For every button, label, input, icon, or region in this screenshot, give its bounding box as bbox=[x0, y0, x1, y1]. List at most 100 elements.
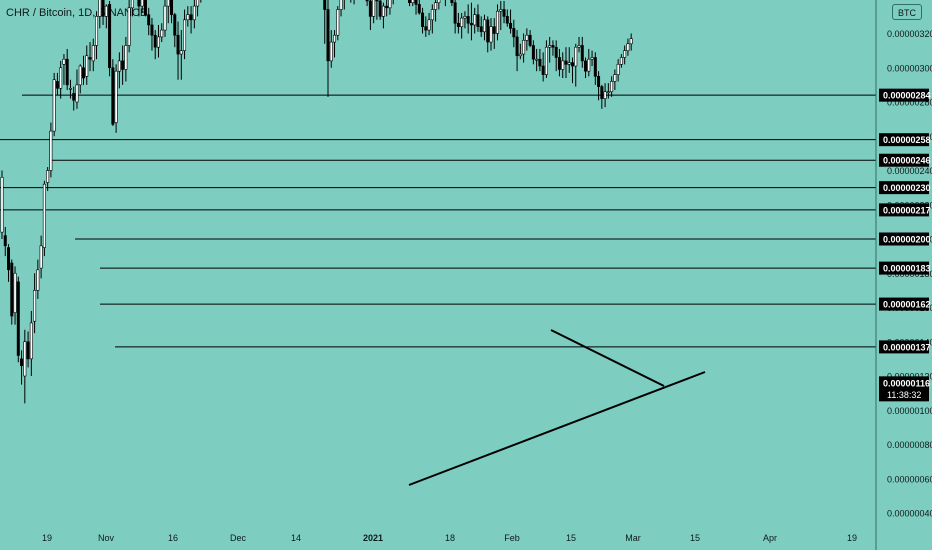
candle-up bbox=[179, 50, 183, 55]
candle-down bbox=[365, 0, 369, 2]
candle-down bbox=[541, 65, 545, 75]
time-tick-label: Apr bbox=[763, 533, 777, 543]
candle-down bbox=[176, 34, 180, 55]
time-axis: 19 Nov 16 Dec 14 2021 18 Feb 15 Mar 15 Apr 19 bbox=[42, 533, 857, 543]
level-labels: 0.00000284 0.00000258 0.00000246 0.00000230… bbox=[879, 88, 931, 402]
candle-up bbox=[525, 34, 529, 41]
time-tick-label: Mar bbox=[625, 533, 641, 543]
candle-down bbox=[424, 26, 428, 31]
countdown-label: 11:38:32 bbox=[887, 390, 921, 400]
candle-up bbox=[619, 57, 623, 65]
descending-resistance-line[interactable] bbox=[550, 329, 665, 387]
candle-down bbox=[450, 0, 454, 3]
candles bbox=[0, 0, 633, 404]
candle-up bbox=[590, 57, 594, 60]
candle-up bbox=[603, 91, 607, 99]
level-label: 0.00000258 bbox=[883, 135, 931, 145]
candle-down bbox=[189, 14, 193, 21]
candle-down bbox=[137, 0, 141, 7]
time-tick-label: Dec bbox=[230, 533, 247, 543]
candle-up bbox=[104, 5, 108, 17]
price-tick-label: 0.00000040 bbox=[887, 509, 932, 519]
candle-down bbox=[3, 235, 7, 247]
ascending-support-line[interactable] bbox=[408, 371, 706, 486]
candle-up bbox=[496, 10, 500, 34]
candle-down bbox=[385, 5, 389, 9]
candle-up bbox=[463, 16, 467, 19]
candle-down bbox=[476, 14, 480, 27]
price-tick-label: 0.00000280 bbox=[887, 98, 932, 108]
candle-up bbox=[98, 0, 102, 17]
level-label-box bbox=[879, 261, 929, 275]
candle-up bbox=[196, 0, 200, 7]
level-label: 0.00000183 bbox=[883, 264, 931, 274]
candle-down bbox=[407, 0, 411, 3]
candle-up bbox=[42, 183, 46, 248]
candle-down bbox=[368, 0, 372, 17]
candle-up bbox=[59, 67, 63, 89]
candle-up bbox=[156, 36, 160, 48]
candle-down bbox=[492, 26, 496, 34]
candle-up bbox=[117, 60, 121, 72]
candle-down bbox=[528, 34, 532, 46]
time-tick-label: 16 bbox=[168, 533, 178, 543]
chart-title: CHR / Bitcoin, 1D, BINANCE bbox=[6, 7, 148, 19]
currency-button[interactable]: BTC bbox=[892, 4, 922, 20]
level-label-box bbox=[879, 153, 929, 167]
candle-down bbox=[557, 57, 561, 70]
candle-up bbox=[39, 245, 43, 269]
candle-down bbox=[600, 86, 604, 99]
candle-up bbox=[13, 272, 17, 313]
candle-down bbox=[509, 22, 513, 29]
candle-down bbox=[531, 45, 535, 60]
candle-up bbox=[473, 14, 477, 26]
candle-up bbox=[333, 34, 337, 43]
candle-down bbox=[16, 281, 20, 356]
candle-up bbox=[629, 38, 633, 45]
candle-up bbox=[36, 269, 40, 291]
candle-up bbox=[430, 9, 434, 21]
candle-down bbox=[72, 93, 76, 101]
candle-down bbox=[421, 12, 425, 27]
candle-up bbox=[0, 177, 4, 233]
time-tick-label: 15 bbox=[690, 533, 700, 543]
candle-down bbox=[65, 58, 69, 86]
candle-down bbox=[101, 0, 105, 17]
time-tick-label: 19 bbox=[847, 533, 857, 543]
candle-down bbox=[466, 16, 470, 24]
last-price-label: 0.00000116 bbox=[883, 378, 930, 388]
candle-up bbox=[114, 70, 118, 123]
candle-down bbox=[108, 4, 112, 69]
last-price-box bbox=[879, 376, 929, 402]
candle-down bbox=[121, 60, 125, 70]
candle-up bbox=[186, 14, 190, 21]
candle-up bbox=[522, 40, 526, 55]
candle-down bbox=[502, 9, 506, 17]
candle-up bbox=[544, 46, 548, 75]
candle-down bbox=[554, 46, 558, 58]
candle-down bbox=[378, 0, 382, 17]
candle-down bbox=[486, 19, 490, 43]
candle-down bbox=[580, 45, 584, 62]
candle-down bbox=[10, 262, 14, 317]
candle-down bbox=[593, 57, 597, 77]
level-label-box bbox=[879, 181, 929, 195]
candle-up bbox=[183, 19, 187, 51]
candle-up bbox=[499, 9, 503, 12]
candle-up bbox=[130, 0, 134, 9]
candle-up bbox=[23, 341, 27, 377]
candle-up bbox=[372, 0, 376, 17]
candle-up bbox=[49, 130, 53, 171]
candle-up bbox=[427, 19, 431, 31]
candle-up bbox=[437, 0, 441, 3]
candle-up bbox=[613, 74, 617, 82]
candle-down bbox=[515, 36, 519, 57]
candle-up bbox=[75, 84, 79, 103]
time-tick-label: 18 bbox=[445, 533, 455, 543]
candle-up bbox=[626, 43, 630, 51]
level-label: 0.00000246 bbox=[883, 156, 931, 166]
candle-down bbox=[564, 60, 568, 65]
horizontal-levels bbox=[0, 94, 876, 348]
